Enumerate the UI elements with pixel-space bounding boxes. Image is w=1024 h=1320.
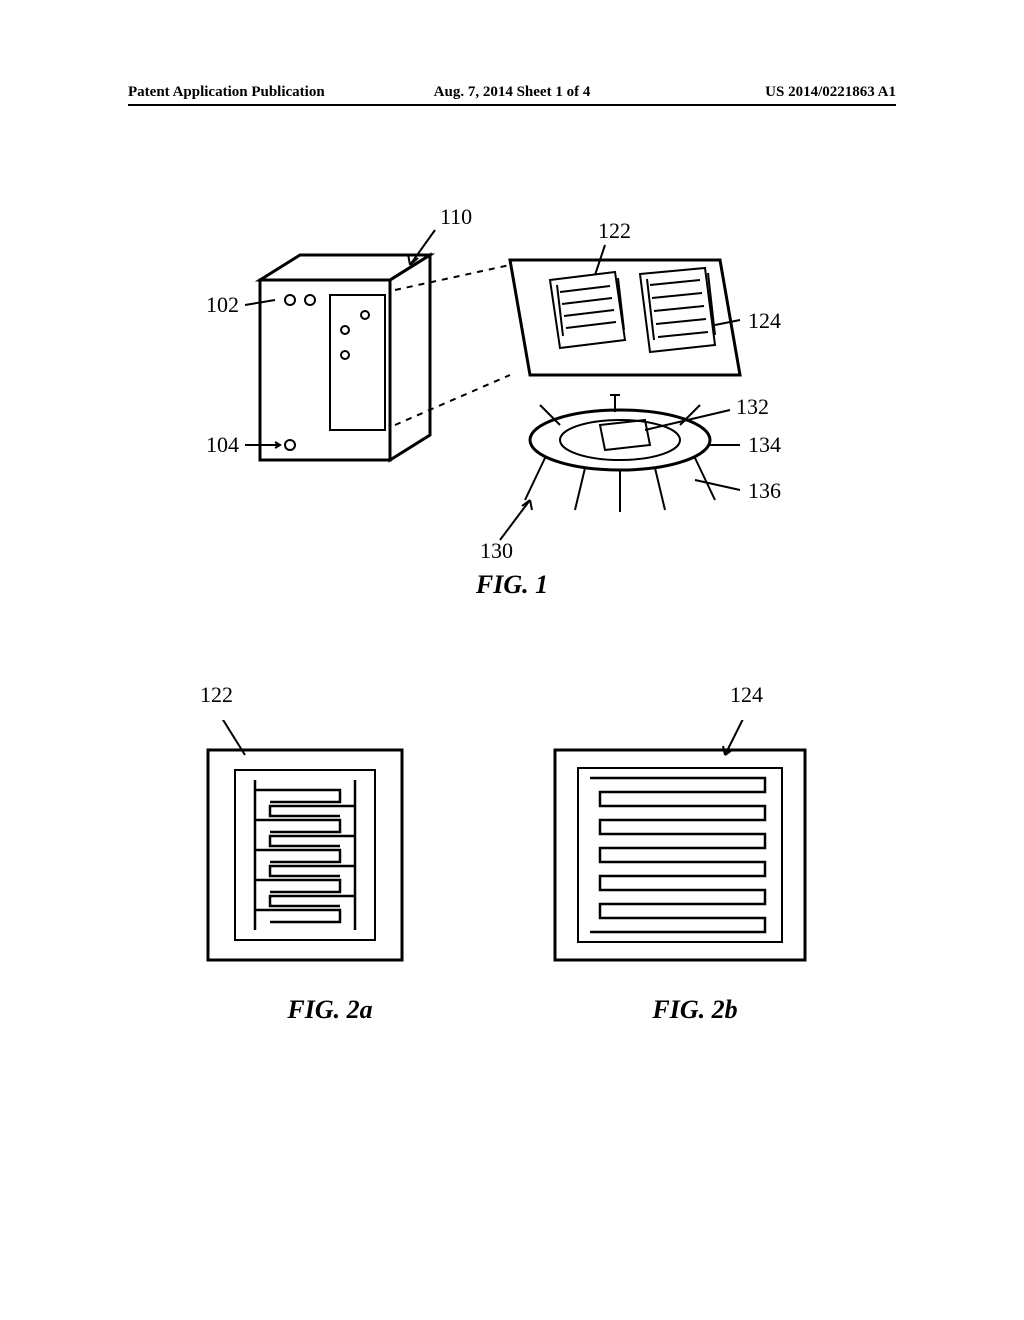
figure-2a: 122 bbox=[190, 690, 470, 1025]
header-left: Patent Application Publication bbox=[128, 84, 384, 101]
ref-122: 122 bbox=[598, 218, 631, 244]
ref-102: 102 bbox=[206, 292, 239, 318]
fig2b-drawing bbox=[540, 720, 820, 970]
ref-136: 136 bbox=[748, 478, 781, 504]
ref-2a-122: 122 bbox=[200, 682, 233, 708]
fig2a-caption: FIG. 2a bbox=[190, 995, 470, 1025]
fig2a-drawing bbox=[190, 720, 420, 970]
page: Patent Application Publication Aug. 7, 2… bbox=[0, 0, 1024, 1320]
ref-104: 104 bbox=[206, 432, 239, 458]
ref-124: 124 bbox=[748, 308, 781, 334]
ref-2b-124: 124 bbox=[730, 682, 763, 708]
ref-130: 130 bbox=[480, 538, 513, 564]
ref-132: 132 bbox=[736, 394, 769, 420]
figure-1: 110 122 124 102 104 132 134 136 130 bbox=[200, 200, 800, 580]
page-header: Patent Application Publication Aug. 7, 2… bbox=[0, 84, 1024, 101]
header-right: US 2014/0221863 A1 bbox=[640, 84, 896, 101]
fig1-drawing bbox=[200, 200, 800, 560]
fig1-caption: FIG. 1 bbox=[0, 570, 1024, 600]
fig2b-caption: FIG. 2b bbox=[540, 995, 850, 1025]
header-divider bbox=[128, 104, 896, 106]
ref-110: 110 bbox=[440, 204, 472, 230]
figure-2b: 124 FIG. 2b bbox=[540, 690, 850, 1025]
ref-134: 134 bbox=[748, 432, 781, 458]
header-center: Aug. 7, 2014 Sheet 1 of 4 bbox=[384, 84, 640, 101]
